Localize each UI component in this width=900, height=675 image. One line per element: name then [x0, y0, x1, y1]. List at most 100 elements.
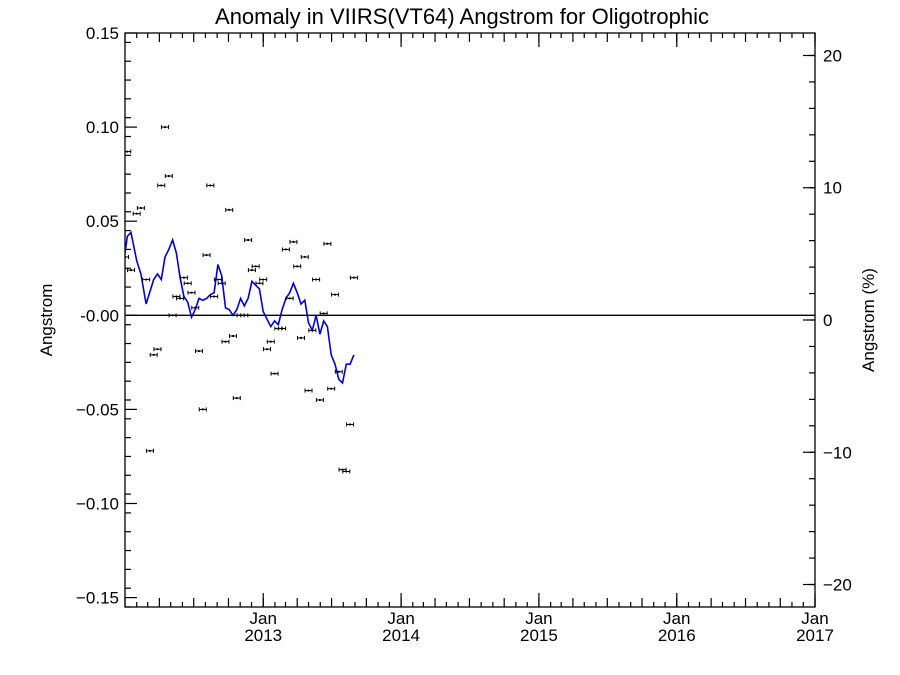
- point-marker: [201, 408, 204, 411]
- y-tick-label: −0.05: [76, 400, 119, 419]
- data-point: [221, 339, 230, 344]
- data-point: [125, 149, 132, 154]
- plot-area: [125, 125, 815, 474]
- point-marker: [281, 327, 284, 330]
- point-marker: [205, 253, 208, 257]
- point-marker: [250, 269, 253, 272]
- data-point: [247, 268, 256, 273]
- data-point: [346, 422, 355, 427]
- point-marker: [135, 212, 138, 215]
- data-point: [179, 275, 188, 280]
- x-tick-label-month: Jan: [801, 609, 828, 628]
- point-marker: [288, 297, 291, 300]
- point-marker: [262, 278, 265, 281]
- data-point: [206, 183, 215, 188]
- chart-title: Anomaly in VIIRS(VT64) Angstrom for Olig…: [215, 4, 709, 29]
- y2-tick-label: 20: [823, 46, 842, 65]
- x-tick-label-month: Jan: [387, 609, 414, 628]
- data-point: [312, 277, 321, 282]
- data-point: [198, 407, 207, 412]
- data-point: [191, 305, 200, 310]
- point-marker: [292, 240, 295, 243]
- data-point: [319, 311, 328, 316]
- data-point: [232, 396, 241, 401]
- y-tick-label: 0.05: [86, 212, 119, 231]
- data-point: [308, 328, 317, 333]
- x-tick-label-month: Jan: [663, 609, 690, 628]
- data-point: [255, 281, 264, 286]
- point-marker: [156, 348, 159, 351]
- data-point: [285, 296, 294, 301]
- data-point: [229, 333, 238, 338]
- data-point: [225, 207, 234, 212]
- y2-axis-label: Angstrom (%): [859, 268, 878, 372]
- point-marker: [186, 282, 189, 285]
- data-point: [127, 268, 136, 273]
- point-marker: [258, 282, 261, 285]
- point-marker: [163, 125, 167, 129]
- point-marker: [299, 336, 303, 339]
- data-point: [176, 296, 185, 301]
- data-point: [270, 371, 279, 376]
- data-point: [168, 313, 177, 318]
- data-point: [202, 253, 211, 258]
- point-marker: [296, 265, 299, 268]
- data-point: [293, 264, 302, 269]
- data-point: [213, 277, 222, 282]
- data-point: [266, 339, 275, 344]
- point-marker: [139, 206, 142, 210]
- point-marker: [315, 278, 318, 281]
- data-point: [349, 275, 358, 280]
- point-marker: [269, 340, 272, 343]
- point-marker: [228, 208, 231, 212]
- point-marker: [148, 449, 152, 452]
- point-marker: [318, 398, 321, 402]
- data-point: [281, 247, 290, 252]
- data-point: [145, 448, 154, 453]
- point-marker: [247, 238, 250, 242]
- point-marker: [125, 255, 127, 259]
- point-marker: [243, 314, 246, 317]
- y2-tick-label: 10: [823, 179, 842, 198]
- data-point: [183, 281, 192, 286]
- data-point: [334, 369, 343, 374]
- data-point: [300, 254, 309, 259]
- x-tick-label-year: 2016: [658, 626, 696, 645]
- y-tick-label: -0.00: [80, 306, 119, 325]
- data-point: [157, 183, 166, 188]
- x-tick-label-year: 2013: [244, 626, 282, 645]
- data-point: [161, 125, 170, 130]
- data-point: [330, 292, 339, 297]
- series-line: [125, 230, 355, 385]
- point-marker: [179, 297, 182, 300]
- data-point: [125, 254, 129, 259]
- point-marker: [190, 291, 193, 294]
- data-point: [259, 277, 268, 282]
- point-marker: [254, 265, 257, 268]
- point-marker: [160, 184, 163, 187]
- point-marker: [197, 349, 201, 353]
- data-point: [195, 349, 204, 354]
- axes: 0.15 0.10 0.05 -0.00 −0.05 −0.10 −0.15 20 10 0 −10…: [76, 24, 852, 645]
- data-point: [136, 206, 145, 211]
- point-marker: [216, 278, 220, 281]
- data-point: [296, 335, 305, 340]
- data-point: [323, 241, 332, 246]
- x-tick-label-year: 2014: [382, 626, 420, 645]
- point-marker: [265, 348, 269, 351]
- point-marker: [337, 370, 340, 373]
- y-tick-label: 0.15: [86, 24, 119, 43]
- x-tick-label-year: 2017: [796, 626, 834, 645]
- data-point: [132, 211, 141, 216]
- point-marker: [182, 276, 186, 279]
- data-point: [327, 386, 336, 391]
- point-marker: [352, 276, 355, 279]
- data-point: [210, 294, 219, 299]
- data-point: [304, 388, 313, 393]
- data-point: [240, 313, 249, 318]
- x-tick-label-month: Jan: [250, 609, 277, 628]
- point-marker: [307, 389, 310, 392]
- point-marker: [284, 248, 287, 251]
- point-marker: [152, 353, 155, 356]
